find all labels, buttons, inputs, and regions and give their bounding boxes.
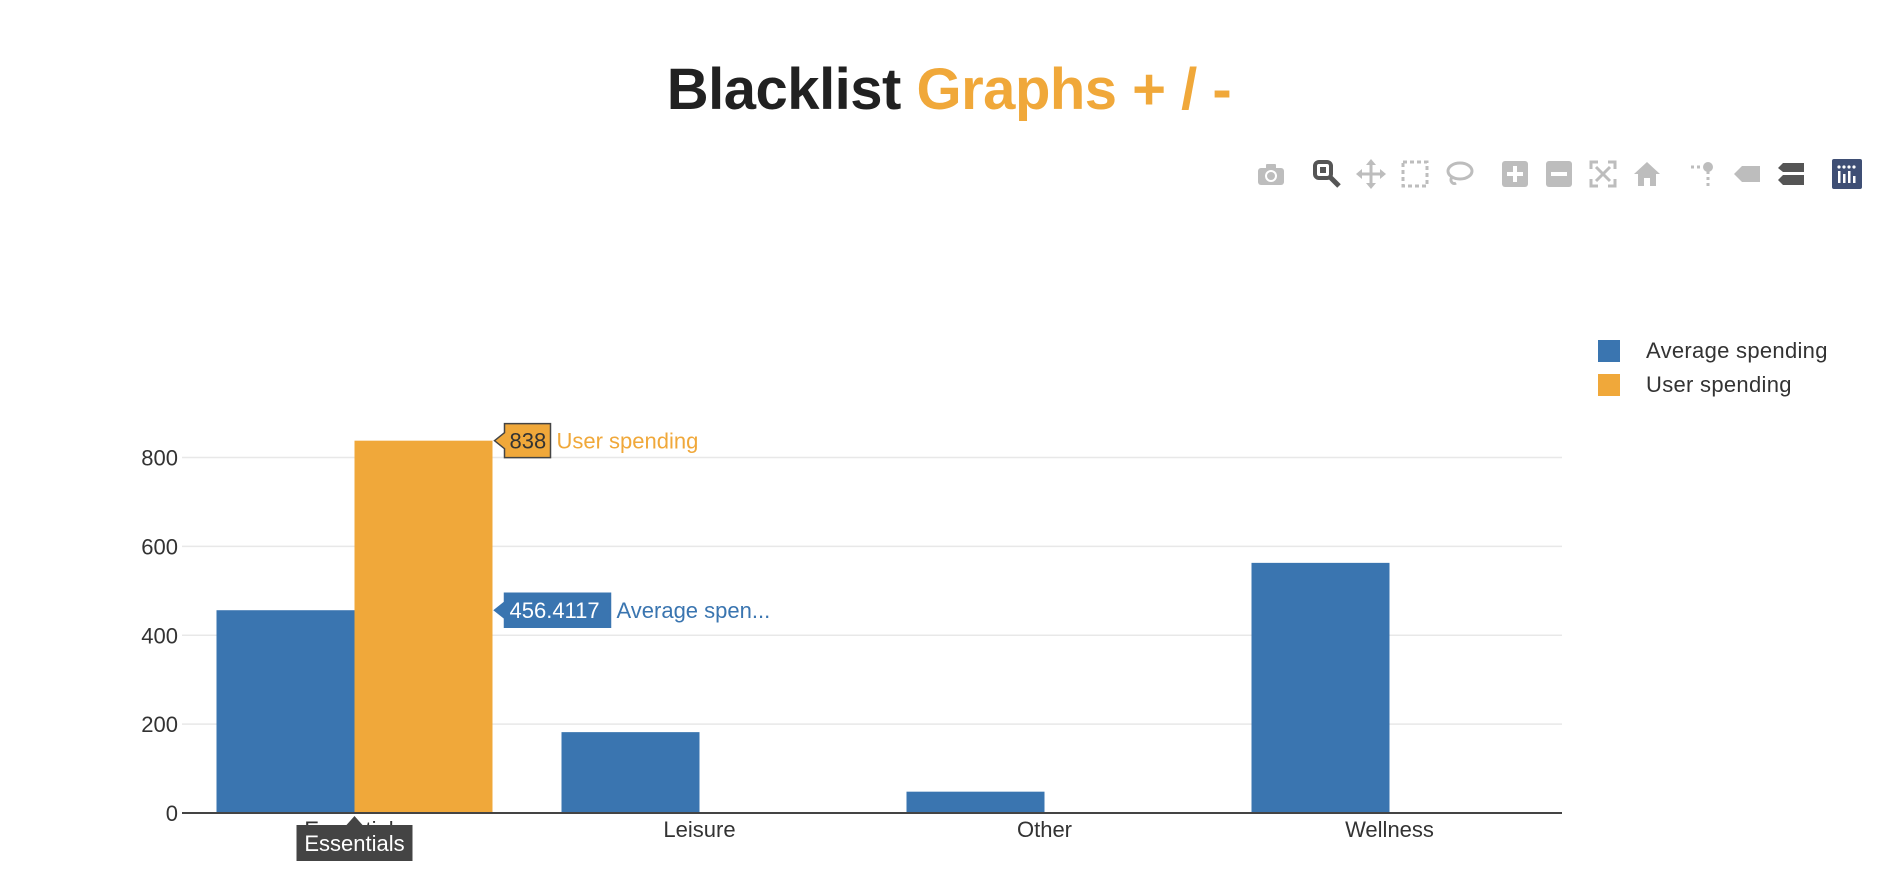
- hover-category: Essentials: [296, 816, 413, 861]
- hover-average-box: [493, 592, 612, 628]
- hover-labels: 838 User spending 456.4117 Average spen... E…: [296, 422, 771, 861]
- bar-average-wellness[interactable]: [1251, 562, 1390, 813]
- box-select-icon[interactable]: [1399, 156, 1431, 192]
- hover-average: 456.4117 Average spen...: [493, 592, 771, 628]
- bars: [216, 440, 1390, 813]
- toggle-spike-lines-icon[interactable]: [1687, 156, 1719, 192]
- legend-item-average[interactable]: Average spending: [1598, 334, 1828, 368]
- bar-user-essentials[interactable]: [354, 440, 493, 813]
- y-tick-label: 200: [141, 712, 178, 737]
- y-tick-label: 400: [141, 623, 178, 648]
- hover-average-label: Average spen...: [617, 598, 771, 623]
- legend-swatch-average: [1598, 340, 1620, 362]
- legend: Average spending User spending: [1598, 334, 1828, 402]
- hover-category-box: [296, 816, 413, 861]
- title-part2: Graphs + / -: [916, 57, 1232, 122]
- lasso-select-icon[interactable]: [1443, 156, 1475, 192]
- zoom-out-icon[interactable]: [1543, 156, 1575, 192]
- hover-category-label: Essentials: [304, 831, 404, 856]
- compare-data-icon[interactable]: [1775, 156, 1807, 192]
- hover-user-box: [493, 422, 552, 459]
- zoom-icon[interactable]: [1311, 156, 1343, 192]
- hover-user: 838 User spending: [493, 422, 699, 459]
- pan-icon[interactable]: [1355, 156, 1387, 192]
- reset-axes-icon[interactable]: [1631, 156, 1663, 192]
- hover-user-label: User spending: [557, 429, 699, 454]
- legend-label-average: Average spending: [1646, 338, 1828, 363]
- y-tick-label: 600: [141, 534, 178, 559]
- bar-average-essentials[interactable]: [216, 610, 355, 813]
- legend-swatch-user: [1598, 374, 1620, 396]
- chart-title: Blacklist Graphs + / -: [0, 56, 1898, 123]
- hover-average-value: 456.4117: [510, 598, 600, 623]
- zoom-in-icon[interactable]: [1499, 156, 1531, 192]
- plotly-logo-icon[interactable]: [1831, 156, 1863, 192]
- legend-item-user[interactable]: User spending: [1598, 368, 1828, 402]
- modebar: [1255, 156, 1875, 192]
- x-tick-label: Wellness: [1345, 817, 1434, 842]
- y-tick-label: 0: [166, 801, 178, 826]
- x-axis-ticks: EssentialsLeisureOtherWellness: [304, 817, 1434, 842]
- bar-average-leisure[interactable]: [561, 732, 700, 813]
- legend-label-user: User spending: [1646, 372, 1792, 397]
- x-tick-label: Leisure: [663, 817, 735, 842]
- x-tick-label: Other: [1017, 817, 1072, 842]
- y-axis-ticks: 0 200 400 600 800: [141, 446, 178, 826]
- y-tick-label: 800: [141, 446, 178, 471]
- camera-icon[interactable]: [1255, 156, 1287, 192]
- show-closest-data-icon[interactable]: [1731, 156, 1763, 192]
- autoscale-icon[interactable]: [1587, 156, 1619, 192]
- title-part1: Blacklist: [666, 57, 902, 122]
- bar-average-other[interactable]: [906, 791, 1045, 813]
- hover-user-value: 838: [510, 429, 547, 454]
